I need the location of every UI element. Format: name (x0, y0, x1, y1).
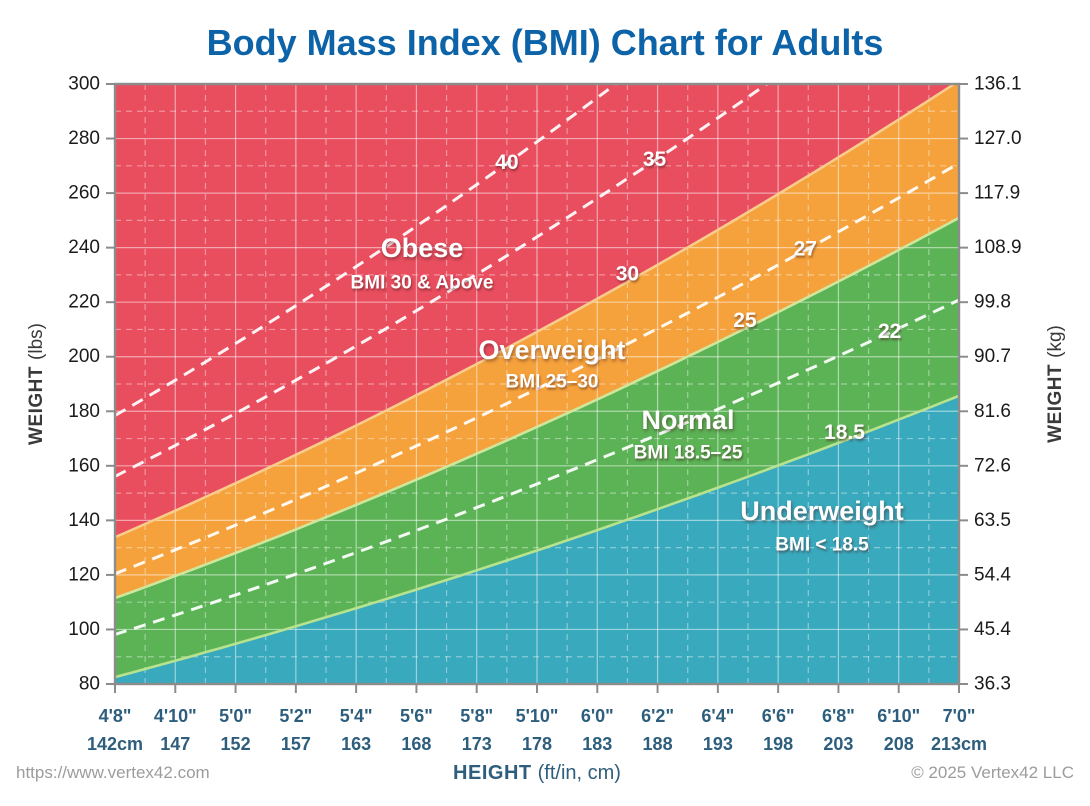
x-tick-ftin-76: 6'4" (701, 706, 734, 726)
bmi-line-labels: 40 35 30 27 25 22 18.5 (495, 148, 901, 444)
boundary-line-bmi-18.5 (115, 394, 959, 679)
bmi-label-40: 40 (495, 151, 518, 174)
bmi-isolines (115, 84, 959, 636)
zone-sublabel-underweight: BMI < 18.5 (775, 535, 869, 556)
x-tick-cm-68: 173 (462, 734, 492, 754)
x-tick-cm-56: 142cm (87, 734, 143, 754)
y-tick-kg-72.6: 72.6 (974, 455, 1011, 476)
x-tick-cm-84: 213cm (931, 734, 987, 754)
y-tick-kg-127.0: 127.0 (974, 128, 1022, 149)
y-tick-kg-99.8: 99.8 (974, 292, 1011, 313)
y-left-title-unit: (lbs) (26, 323, 47, 360)
zone-fill-underweight (115, 395, 959, 684)
x-tick-ftin-82: 6'10" (877, 706, 920, 726)
x-tick-ftin-58: 4'10" (154, 706, 197, 726)
y-tick-lbs-120: 120 (68, 564, 100, 585)
tick-labels: 300 136.1 280 127.0 260 117.9 240 108.9 220 99.8 2… (68, 74, 1021, 755)
x-tick-ftin-62: 5'2" (279, 706, 312, 726)
zone-boundaries (115, 84, 959, 679)
page-title: Body Mass Index (BMI) Chart for Adults (206, 22, 884, 63)
axes (106, 82, 968, 693)
zone-sublabel-normal: BMI 18.5–25 (634, 443, 743, 464)
x-tick-cm-82: 208 (884, 734, 914, 754)
bmi-isoline-40 (115, 84, 619, 417)
zone-sublabel-obese: BMI 30 & Above (351, 273, 494, 294)
x-tick-cm-70: 178 (522, 734, 552, 754)
y-tick-kg-81.6: 81.6 (974, 401, 1011, 422)
x-tick-ftin-70: 5'10" (516, 706, 559, 726)
y-tick-kg-36.3: 36.3 (974, 674, 1011, 695)
y-tick-lbs-220: 220 (68, 292, 100, 313)
zone-label-overweight: Overweight (478, 335, 625, 365)
x-axis-title: HEIGHT (ft/in, cm) (453, 762, 621, 785)
y-left-title-word: WEIGHT (26, 365, 47, 445)
x-tick-ftin-74: 6'2" (641, 706, 674, 726)
zone-sublabel-overweight: BMI 25–30 (506, 372, 599, 393)
zone-label-obese: Obese (381, 233, 464, 263)
x-tick-cm-72: 183 (582, 734, 612, 754)
boundary-line-bmi-30 (115, 84, 957, 539)
bmi-label-30: 30 (616, 262, 639, 285)
y-tick-kg-54.4: 54.4 (974, 564, 1011, 585)
y-tick-kg-136.1: 136.1 (974, 74, 1022, 95)
bmi-label-18.5: 18.5 (824, 421, 865, 444)
x-tick-ftin-60: 5'0" (219, 706, 252, 726)
zone-label-normal: Normal (641, 405, 734, 435)
footer-url: https://www.vertex42.com (16, 763, 210, 782)
bmi-isoline-27 (115, 161, 959, 576)
zone-labels: Obese BMI 30 & Above Overweight BMI 25–30 No… (351, 233, 904, 556)
y-tick-kg-117.9: 117.9 (974, 183, 1020, 204)
footer-copyright: © 2025 Vertex42 LLC (911, 763, 1074, 782)
y-tick-kg-45.4: 45.4 (974, 619, 1011, 640)
y-right-title-word: WEIGHT (1045, 363, 1066, 443)
y-tick-kg-108.9: 108.9 (974, 237, 1022, 258)
y-tick-lbs-300: 300 (68, 74, 100, 95)
bmi-label-35: 35 (643, 148, 667, 171)
y-tick-lbs-140: 140 (68, 510, 100, 531)
y-tick-lbs-160: 160 (68, 455, 100, 476)
x-tick-cm-58: 147 (160, 734, 190, 754)
x-tick-cm-60: 152 (221, 734, 251, 754)
y-tick-lbs-240: 240 (68, 237, 100, 258)
y-tick-lbs-80: 80 (79, 674, 100, 695)
x-tick-ftin-84: 7'0" (943, 706, 976, 726)
bmi-label-27: 27 (794, 238, 817, 261)
bmi-isoline-22 (115, 298, 959, 636)
x-tick-ftin-78: 6'6" (762, 706, 795, 726)
gridlines (115, 84, 959, 684)
boundary-line-bmi-25 (115, 216, 959, 600)
y-right-title-unit: (kg) (1045, 325, 1066, 358)
x-tick-ftin-64: 5'4" (340, 706, 373, 726)
x-tick-ftin-80: 6'8" (822, 706, 855, 726)
bmi-label-22: 22 (878, 320, 901, 343)
x-tick-ftin-72: 6'0" (581, 706, 614, 726)
x-tick-cm-78: 198 (763, 734, 793, 754)
x-tick-ftin-68: 5'8" (460, 706, 493, 726)
y-tick-kg-63.5: 63.5 (974, 510, 1011, 531)
y-tick-lbs-200: 200 (68, 346, 100, 367)
x-axis-title-unit: (ft/in, cm) (537, 762, 621, 784)
x-tick-cm-80: 203 (823, 734, 853, 754)
x-tick-cm-64: 163 (341, 734, 371, 754)
y-tick-lbs-180: 180 (68, 401, 100, 422)
x-tick-cm-62: 157 (281, 734, 311, 754)
bmi-label-25: 25 (733, 309, 757, 332)
x-tick-cm-76: 193 (703, 734, 733, 754)
x-axis-title-word: HEIGHT (453, 762, 532, 784)
y-tick-lbs-260: 260 (68, 183, 100, 204)
y-axis-left-title: WEIGHT (lbs) (26, 323, 48, 445)
y-axis-right-title: WEIGHT (kg) (1045, 325, 1067, 443)
bmi-isoline-35 (115, 84, 770, 478)
y-tick-lbs-280: 280 (68, 128, 100, 149)
y-tick-lbs-100: 100 (68, 619, 100, 640)
zone-label-underweight: Underweight (740, 496, 904, 526)
x-tick-ftin-56: 4'8" (99, 706, 132, 726)
x-tick-cm-74: 188 (643, 734, 673, 754)
y-tick-kg-90.7: 90.7 (974, 346, 1011, 367)
x-tick-ftin-66: 5'6" (400, 706, 433, 726)
x-tick-cm-66: 168 (401, 734, 431, 754)
